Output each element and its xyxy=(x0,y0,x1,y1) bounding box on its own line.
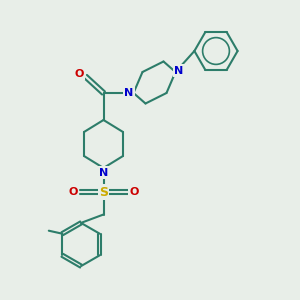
Text: O: O xyxy=(129,187,139,197)
Text: N: N xyxy=(99,167,108,178)
Text: S: S xyxy=(99,185,108,199)
Text: O: O xyxy=(68,187,78,197)
Text: O: O xyxy=(74,69,84,79)
Text: N: N xyxy=(175,65,184,76)
Text: N: N xyxy=(124,88,134,98)
